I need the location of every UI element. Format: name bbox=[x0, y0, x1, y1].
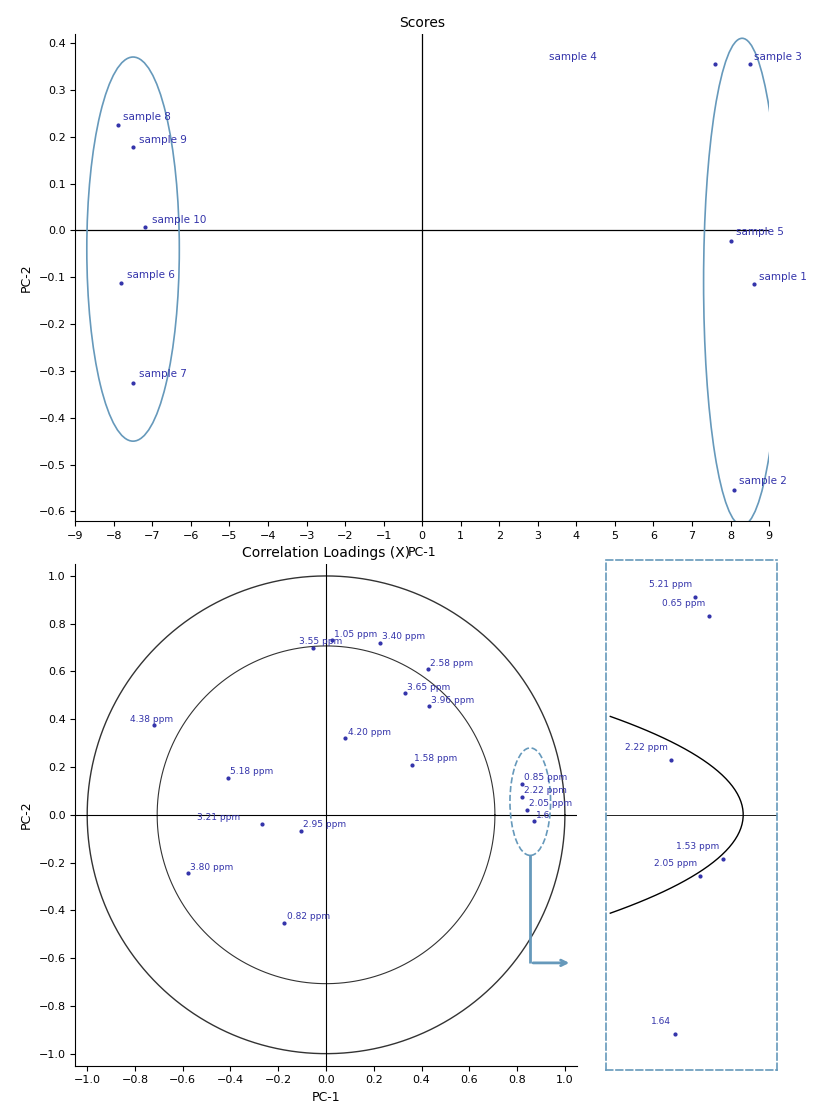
Title: Correlation Loadings (X): Correlation Loadings (X) bbox=[242, 547, 410, 560]
Text: 3.55 ppm: 3.55 ppm bbox=[298, 637, 342, 646]
Text: sample 2: sample 2 bbox=[739, 476, 787, 486]
Title: Scores: Scores bbox=[399, 16, 446, 29]
Text: 2.58 ppm: 2.58 ppm bbox=[430, 659, 473, 668]
Text: 3.21 ppm: 3.21 ppm bbox=[197, 813, 240, 822]
Text: sample 1: sample 1 bbox=[759, 272, 808, 282]
Text: 1.53 ppm: 1.53 ppm bbox=[676, 842, 719, 851]
Text: 5.18 ppm: 5.18 ppm bbox=[231, 767, 273, 776]
X-axis label: PC-1: PC-1 bbox=[312, 1091, 340, 1104]
Text: sample 3: sample 3 bbox=[754, 52, 803, 62]
Text: 0.85 ppm: 0.85 ppm bbox=[524, 773, 568, 782]
X-axis label: PC-1: PC-1 bbox=[408, 547, 436, 559]
Text: 0.82 ppm: 0.82 ppm bbox=[287, 912, 329, 921]
Text: sample 10: sample 10 bbox=[152, 215, 206, 225]
Text: 3.96 ppm: 3.96 ppm bbox=[431, 696, 474, 704]
Text: 1.05 ppm: 1.05 ppm bbox=[334, 629, 378, 638]
Text: 3.40 ppm: 3.40 ppm bbox=[382, 632, 426, 642]
Text: 4.20 ppm: 4.20 ppm bbox=[348, 728, 390, 737]
Text: 2.95 ppm: 2.95 ppm bbox=[303, 821, 346, 830]
Text: 1.64: 1.64 bbox=[651, 1017, 671, 1026]
Text: 5.21 ppm: 5.21 ppm bbox=[649, 580, 691, 589]
Text: 2.05 ppm: 2.05 ppm bbox=[529, 800, 572, 809]
Text: sample 6: sample 6 bbox=[127, 270, 176, 280]
Text: 0.65 ppm: 0.65 ppm bbox=[662, 599, 706, 608]
Y-axis label: PC-2: PC-2 bbox=[20, 263, 33, 291]
Text: 2.22 ppm: 2.22 ppm bbox=[524, 786, 567, 795]
Text: sample 7: sample 7 bbox=[139, 370, 186, 380]
Text: 2.05 ppm: 2.05 ppm bbox=[654, 859, 697, 868]
Text: sample 9: sample 9 bbox=[139, 134, 186, 144]
Y-axis label: PC-2: PC-2 bbox=[20, 801, 33, 829]
Text: 3.65 ppm: 3.65 ppm bbox=[407, 683, 451, 692]
Text: sample 5: sample 5 bbox=[737, 227, 784, 237]
Text: sample 4: sample 4 bbox=[549, 52, 597, 62]
Text: sample 8: sample 8 bbox=[124, 112, 171, 122]
Text: 2.22 ppm: 2.22 ppm bbox=[625, 743, 668, 752]
Text: 1.58 ppm: 1.58 ppm bbox=[415, 754, 457, 763]
Text: 3.80 ppm: 3.80 ppm bbox=[190, 862, 233, 871]
Text: 1.6: 1.6 bbox=[536, 811, 551, 820]
Text: 4.38 ppm: 4.38 ppm bbox=[130, 715, 173, 724]
